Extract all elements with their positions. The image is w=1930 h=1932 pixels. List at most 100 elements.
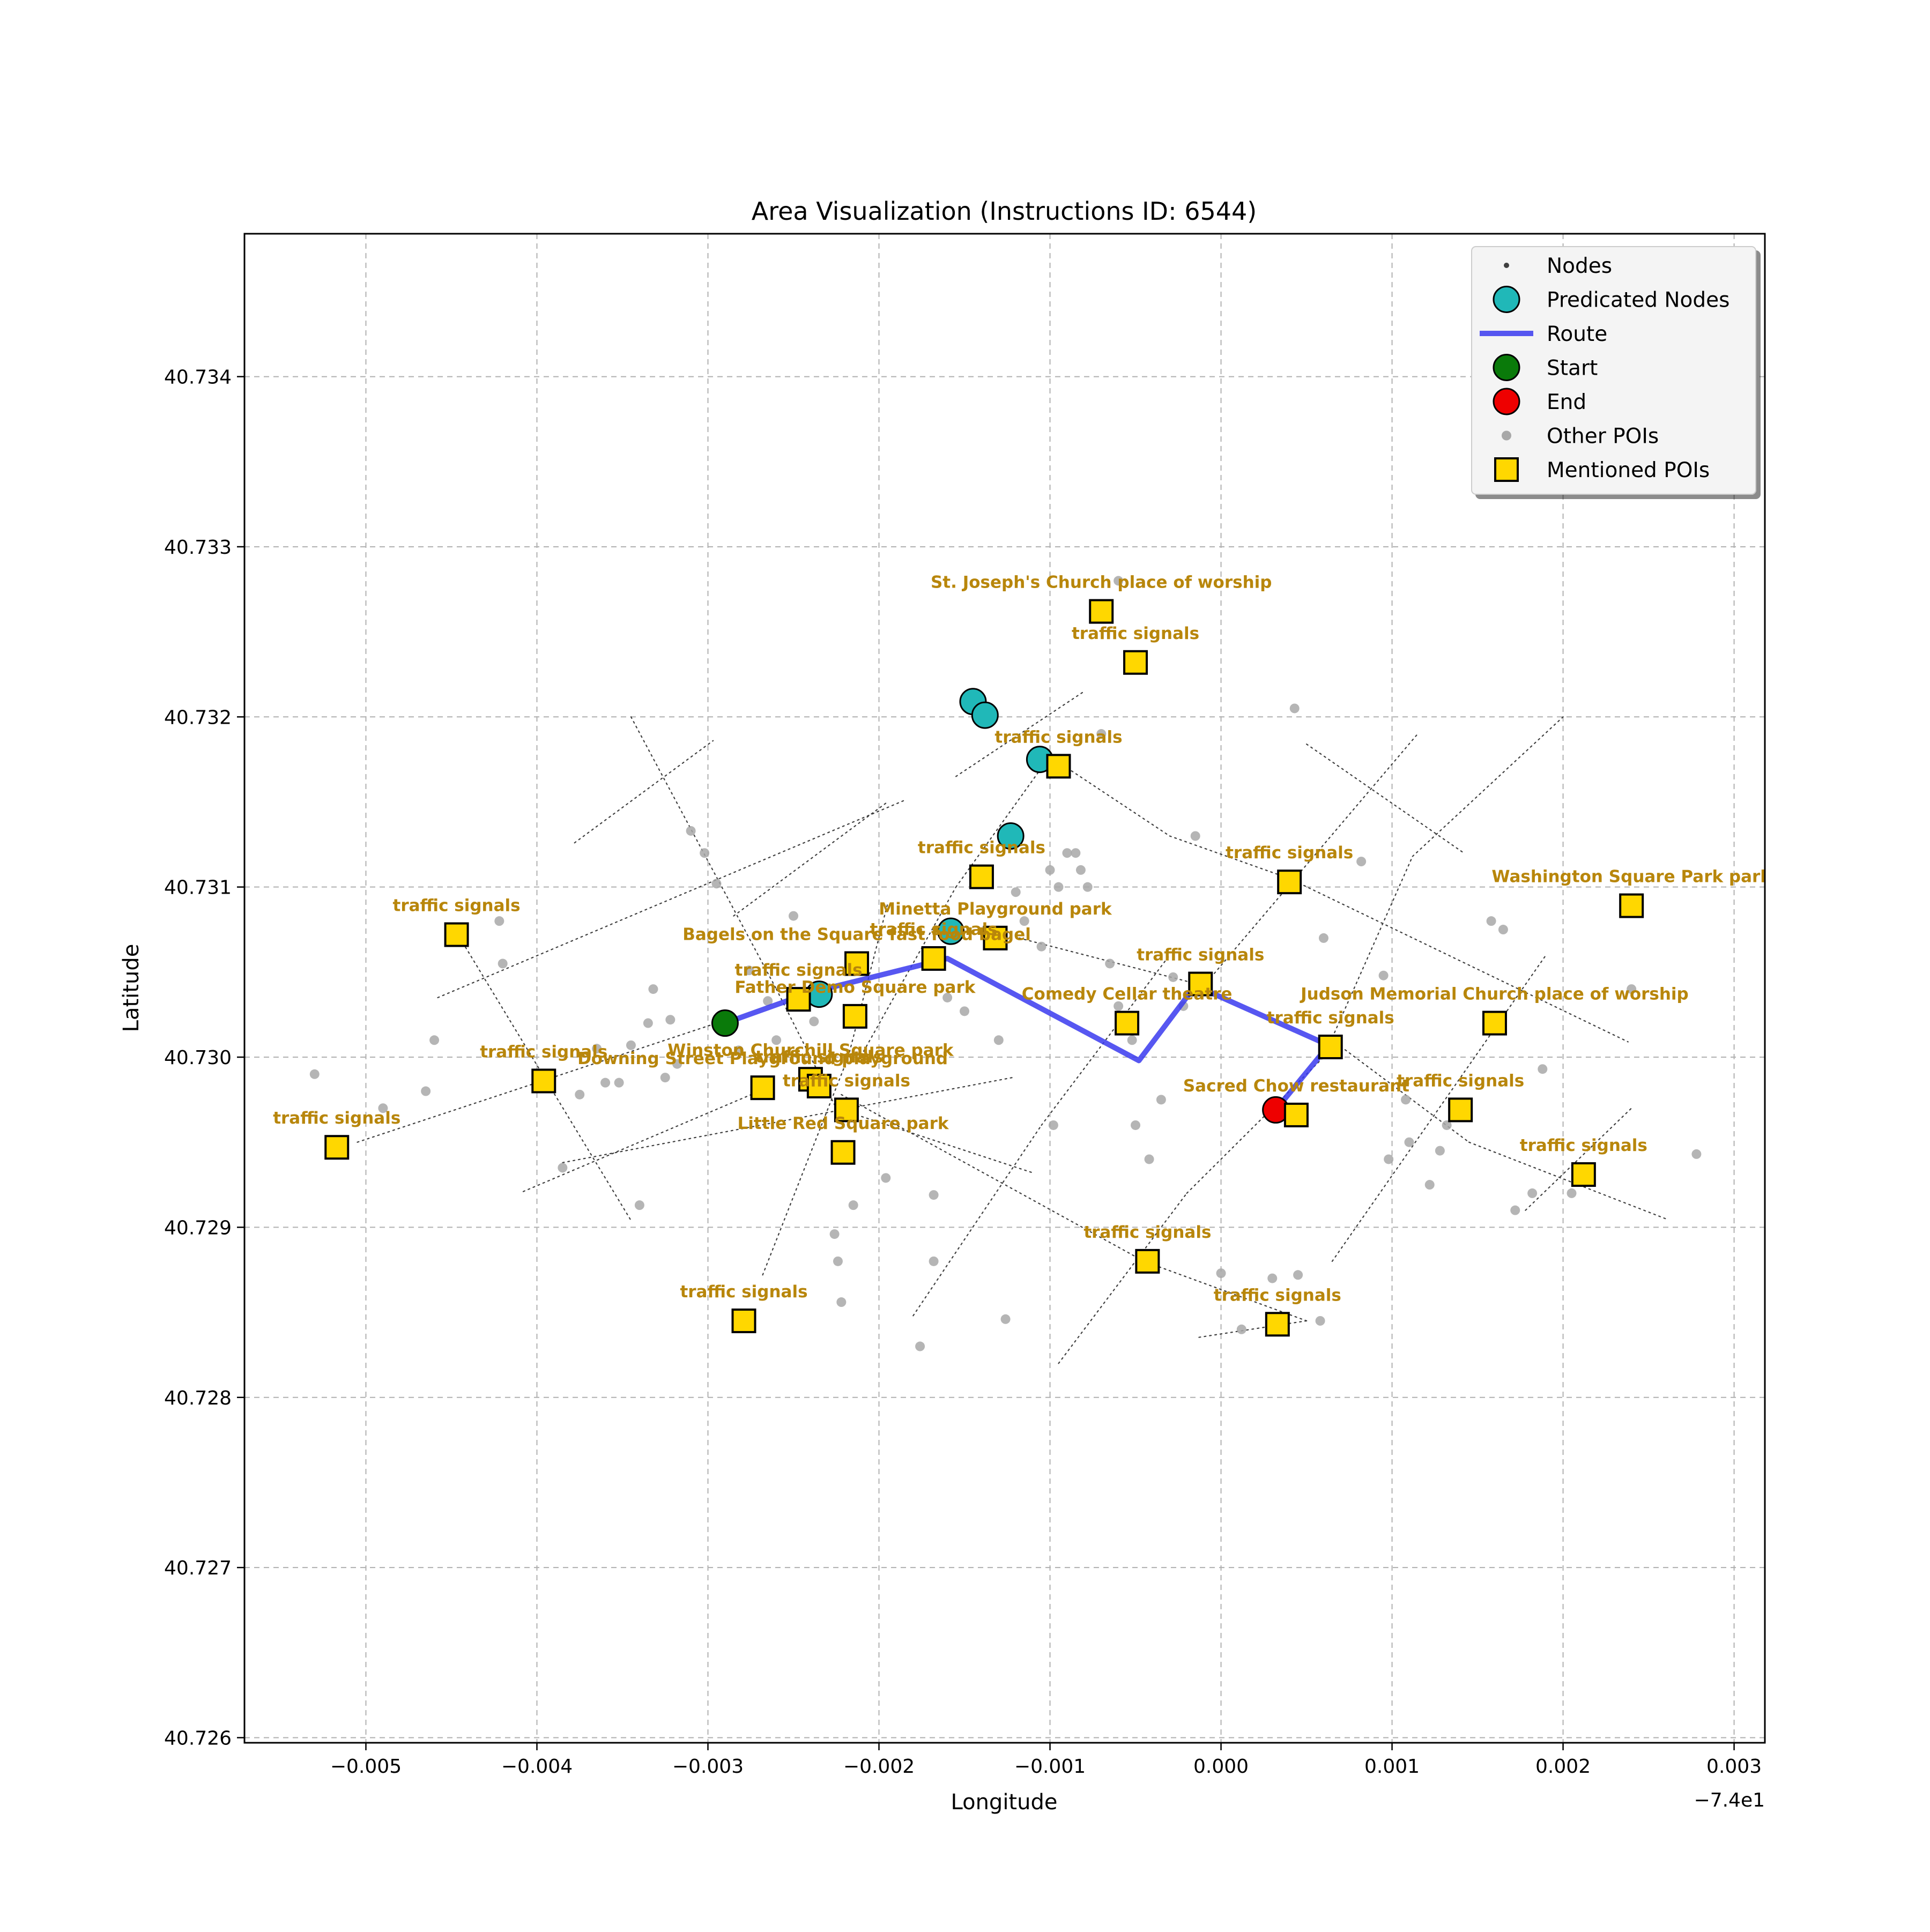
other-poi-point	[1498, 925, 1508, 935]
street-segment	[1289, 878, 1629, 1043]
street-segment	[835, 1108, 1034, 1173]
other-poi-point	[575, 1089, 585, 1099]
mentioned-poi-marker	[1135, 1249, 1160, 1274]
mentioned-poi-marker	[1318, 1034, 1343, 1059]
legend-label: Start	[1547, 356, 1598, 381]
other-poi-point	[1053, 882, 1064, 892]
mentioned-poi-marker	[842, 1004, 867, 1029]
other-poi-point	[1384, 1154, 1394, 1164]
mentioned-poi-marker	[1115, 1010, 1140, 1036]
mentioned-poi-label: traffic signals	[1397, 1071, 1524, 1090]
street-segment	[1143, 1260, 1308, 1321]
other-poi-point	[1019, 916, 1029, 926]
mentioned-poi-marker	[1188, 971, 1213, 997]
legend-items: Nodes Predicated Nodes Route Start End Other …	[1480, 254, 1729, 482]
other-poi-point	[672, 1059, 682, 1069]
mentioned-poi-label: traffic signals	[918, 838, 1045, 858]
other-poi-point	[833, 1256, 843, 1266]
legend-box	[1471, 246, 1756, 495]
other-poi-point	[1538, 1064, 1548, 1074]
other-poi-point	[626, 1040, 636, 1050]
street-segment	[1412, 716, 1564, 857]
other-poi-point	[744, 965, 754, 976]
other-poi-point	[1527, 1188, 1538, 1198]
mentioned-poi-marker	[1619, 893, 1644, 918]
street-segment	[733, 801, 888, 917]
y-tick-label: 40.729	[164, 1217, 232, 1239]
other-poi-point	[1216, 1268, 1226, 1279]
other-pois	[309, 576, 1702, 1351]
other-poi-point	[915, 1341, 925, 1351]
other-poi-point	[1510, 1205, 1520, 1215]
mentioned-poi-label: traffic signals	[1137, 946, 1264, 965]
plot-frame	[243, 233, 1766, 1744]
street-segment	[1306, 744, 1465, 854]
other-poi-point	[1045, 865, 1055, 875]
predicated-node	[937, 917, 965, 945]
legend-swatch-end	[1493, 388, 1520, 415]
plot-area[interactable]: St. Joseph's Church place of worship traf…	[273, 573, 1772, 1364]
legend-swatch-start	[1493, 354, 1520, 381]
y-axis-label: Latitude	[119, 944, 144, 1032]
mentioned-poi-label: traffic signals	[680, 1282, 807, 1302]
predicated-node	[971, 701, 999, 729]
other-poi-point	[1567, 1188, 1577, 1198]
other-poi-point	[1627, 984, 1637, 994]
other-poi-point	[789, 911, 799, 921]
other-poi-point	[1131, 1120, 1141, 1130]
street-segment	[1186, 1108, 1273, 1194]
mentioned-poi-label: traffic signals	[870, 920, 998, 939]
other-poi-point	[1356, 857, 1367, 867]
street-segment	[459, 937, 632, 1221]
mentioned-poi-marker	[324, 1135, 350, 1160]
mentioned-poi-marker	[444, 922, 469, 947]
other-poi-point	[711, 879, 722, 889]
y-tick-label: 40.728	[164, 1387, 232, 1409]
street-segment	[1331, 1039, 1470, 1143]
x-tick-label: 0.001	[1364, 1756, 1420, 1778]
street-segment	[1041, 954, 1170, 1126]
legend-swatch-other-pois	[1502, 430, 1511, 441]
x-tick-label: −0.003	[672, 1756, 744, 1778]
mentioned-poi-label: Little Red Square park	[738, 1114, 949, 1133]
street-segment	[762, 1056, 849, 1276]
other-poi-point	[993, 1035, 1004, 1045]
other-poi-point	[1404, 1137, 1414, 1147]
mentioned-poi-label: Judson Memorial Church place of worship	[1300, 985, 1689, 1004]
other-poi-point	[686, 826, 696, 836]
other-poi-point	[1082, 882, 1093, 892]
mentioned-poi-marker	[1571, 1162, 1596, 1187]
y-tick-label: 40.733	[164, 537, 232, 559]
x-tick-label: −0.002	[843, 1756, 915, 1778]
other-poi-point	[700, 848, 710, 858]
other-poi-point	[1127, 1035, 1137, 1045]
street-segment	[1058, 1192, 1187, 1364]
other-poi-point	[1075, 865, 1086, 875]
mentioned-poi-marker	[1482, 1010, 1507, 1036]
predicated-nodes	[805, 688, 1053, 1008]
other-poi-point	[771, 1035, 782, 1045]
y-tick-label: 40.726	[164, 1727, 232, 1749]
other-poi-point	[1442, 1120, 1452, 1130]
other-poi-point	[929, 1256, 939, 1266]
other-poi-point	[1036, 941, 1046, 952]
other-poi-point	[848, 1200, 858, 1210]
other-poi-point	[498, 958, 508, 969]
x-tick-label: −0.001	[1014, 1756, 1086, 1778]
mentioned-poi-marker	[1265, 1312, 1290, 1337]
other-poi-point	[1190, 831, 1200, 841]
chart-title: Area Visualization (Instructions ID: 654…	[752, 197, 1257, 226]
other-poi-point	[1318, 933, 1328, 943]
other-poi-point	[665, 1015, 676, 1025]
legend-label: End	[1547, 390, 1586, 414]
x-axis-label: Longitude	[951, 1790, 1058, 1815]
street-segment	[1066, 767, 1170, 837]
mentioned-poi-label: traffic signals	[480, 1042, 607, 1061]
mentioned-poi-label: Sacred Chow restaurant	[1183, 1076, 1409, 1096]
mentioned-poi-marker	[1277, 870, 1302, 895]
mentioned-poi-label: Bagels on the Square fast food bagel	[682, 925, 1031, 944]
other-poi-point	[309, 1069, 320, 1079]
other-poi-point	[1114, 576, 1124, 586]
